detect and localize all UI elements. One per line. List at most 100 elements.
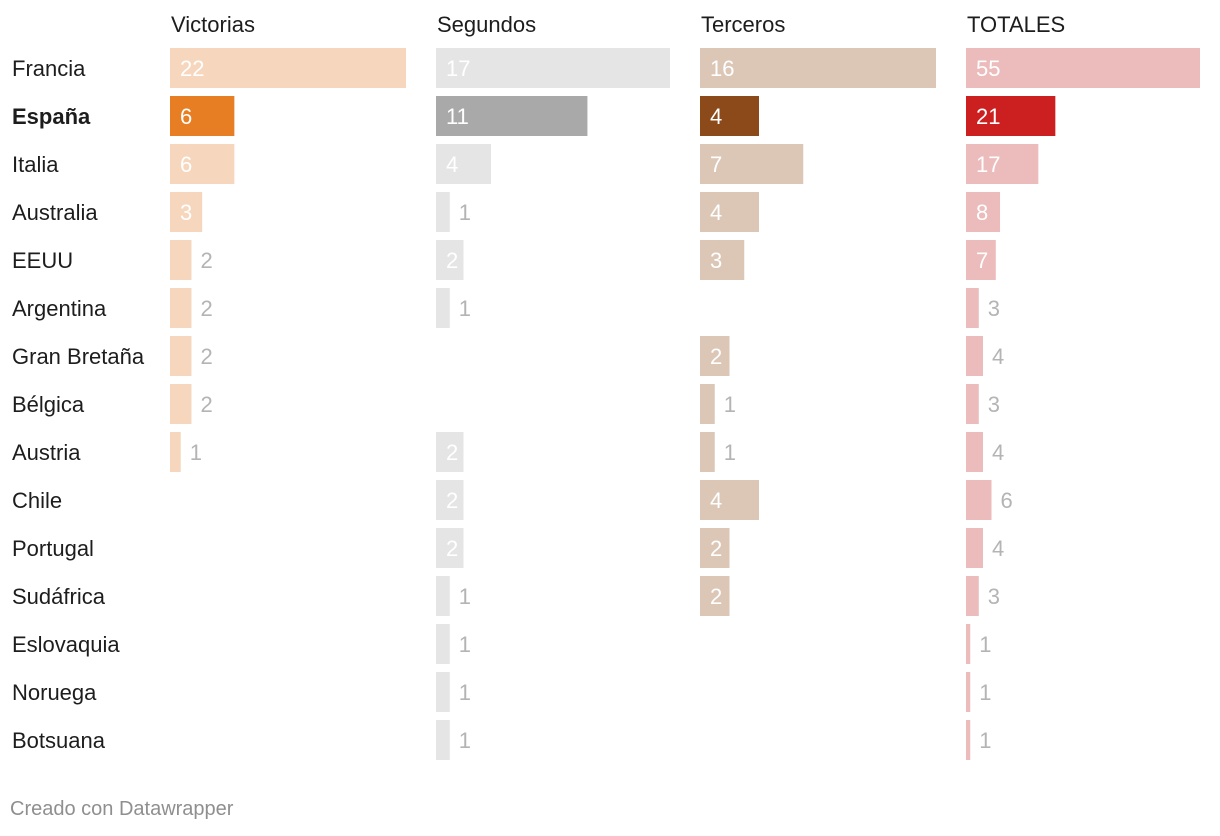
bar-totales-eeuu: [966, 240, 996, 280]
bar-totales-botsuana: [966, 720, 971, 760]
value-label-victorias-italia: 6: [180, 152, 192, 177]
value-label-totales-noruega: 1: [979, 680, 991, 705]
bar-terceros-gran-bretana: [700, 336, 730, 376]
bar-totales-noruega: [966, 672, 971, 712]
column-title-victorias: Victorias: [171, 12, 255, 37]
bar-totales-chile: [966, 480, 992, 520]
row-label-belgica: Bélgica: [12, 392, 85, 417]
column-title-totales: TOTALES: [967, 12, 1065, 37]
bar-totales-australia: [966, 192, 1001, 232]
bar-segundos-eslovaquia: [436, 624, 450, 664]
row-label-australia: Australia: [12, 200, 98, 225]
value-label-terceros-sudafrica: 2: [710, 584, 722, 609]
value-label-terceros-gran-bretana: 2: [710, 344, 722, 369]
value-label-terceros-italia: 7: [710, 152, 722, 177]
value-label-totales-eslovaquia: 1: [979, 632, 991, 657]
row-label-gran-bretana: Gran Bretaña: [12, 344, 145, 369]
row-label-sudafrica: Sudáfrica: [12, 584, 106, 609]
value-label-totales-belgica: 3: [988, 392, 1000, 417]
bar-segundos-noruega: [436, 672, 450, 712]
bar-totales-belgica: [966, 384, 979, 424]
bar-victorias-austria: [170, 432, 181, 472]
value-label-victorias-gran-bretana: 2: [200, 344, 212, 369]
bar-terceros-australia: [700, 192, 759, 232]
value-label-segundos-argentina: 1: [459, 296, 471, 321]
bar-terceros-austria: [700, 432, 715, 472]
bar-segundos-argentina: [436, 288, 450, 328]
value-label-totales-francia: 55: [976, 56, 1000, 81]
bar-victorias-espana: [170, 96, 235, 136]
value-label-segundos-eslovaquia: 1: [459, 632, 471, 657]
value-label-terceros-australia: 4: [710, 200, 722, 225]
row-label-francia: Francia: [12, 56, 86, 81]
bar-totales-austria: [966, 432, 984, 472]
value-label-terceros-eeuu: 3: [710, 248, 722, 273]
bar-totales-portugal: [966, 528, 984, 568]
value-label-segundos-espana: 11: [446, 104, 469, 129]
row-label-noruega: Noruega: [12, 680, 97, 705]
value-label-segundos-eeuu: 2: [446, 248, 458, 273]
row-label-eeuu: EEUU: [12, 248, 73, 273]
value-label-totales-gran-bretana: 4: [992, 344, 1004, 369]
bar-totales-eslovaquia: [966, 624, 971, 664]
bar-terceros-francia: [700, 48, 936, 88]
bar-terceros-eeuu: [700, 240, 745, 280]
bar-segundos-australia: [436, 192, 450, 232]
row-label-botsuana: Botsuana: [12, 728, 106, 753]
value-label-totales-portugal: 4: [992, 536, 1004, 561]
value-label-terceros-austria: 1: [724, 440, 736, 465]
row-label-austria: Austria: [12, 440, 81, 465]
value-label-totales-eeuu: 7: [976, 248, 988, 273]
row-label-espana: España: [12, 104, 91, 129]
bar-terceros-italia: [700, 144, 804, 184]
row-label-italia: Italia: [12, 152, 59, 177]
row-label-chile: Chile: [12, 488, 62, 513]
bar-segundos-espana: [436, 96, 588, 136]
bar-segundos-eeuu: [436, 240, 464, 280]
value-label-totales-sudafrica: 3: [988, 584, 1000, 609]
value-label-victorias-australia: 3: [180, 200, 192, 225]
bar-segundos-sudafrica: [436, 576, 450, 616]
value-label-totales-chile: 6: [1001, 488, 1013, 513]
bar-segundos-botsuana: [436, 720, 450, 760]
value-label-victorias-argentina: 2: [200, 296, 212, 321]
value-label-victorias-eeuu: 2: [200, 248, 212, 273]
bar-terceros-belgica: [700, 384, 715, 424]
bar-segundos-austria: [436, 432, 464, 472]
bar-totales-italia: [966, 144, 1039, 184]
value-label-totales-italia: 17: [976, 152, 1000, 177]
value-label-victorias-francia: 22: [180, 56, 204, 81]
value-label-terceros-belgica: 1: [724, 392, 736, 417]
value-label-segundos-chile: 2: [446, 488, 458, 513]
bar-chart: Victorias Segundos Terceros TOTALES Francia E…: [12, 12, 1200, 760]
value-label-segundos-francia: 17: [446, 56, 470, 81]
bar-segundos-portugal: [436, 528, 464, 568]
bar-segundos-italia: [436, 144, 492, 184]
value-label-segundos-noruega: 1: [459, 680, 471, 705]
bar-terceros-sudafrica: [700, 576, 730, 616]
value-label-terceros-portugal: 2: [710, 536, 722, 561]
bar-terceros-chile: [700, 480, 759, 520]
bar-victorias-belgica: [170, 384, 192, 424]
value-label-segundos-sudafrica: 1: [459, 584, 471, 609]
value-label-totales-austria: 4: [992, 440, 1004, 465]
value-label-segundos-italia: 4: [446, 152, 458, 177]
column-title-segundos: Segundos: [437, 12, 536, 37]
bar-victorias-italia: [170, 144, 235, 184]
value-label-victorias-espana: 6: [180, 104, 192, 129]
value-label-totales-botsuana: 1: [979, 728, 991, 753]
value-label-segundos-botsuana: 1: [459, 728, 471, 753]
row-label-eslovaquia: Eslovaquia: [12, 632, 120, 657]
bar-segundos-francia: [436, 48, 670, 88]
value-label-terceros-chile: 4: [710, 488, 722, 513]
value-label-totales-espana: 21: [976, 104, 1000, 129]
bar-victorias-eeuu: [170, 240, 192, 280]
footer-credit: Creado con Datawrapper: [10, 798, 234, 820]
column-title-terceros: Terceros: [701, 12, 785, 37]
bar-victorias-argentina: [170, 288, 192, 328]
bar-segundos-chile: [436, 480, 464, 520]
value-label-segundos-australia: 1: [459, 200, 471, 225]
row-label-argentina: Argentina: [12, 296, 107, 321]
row-label-portugal: Portugal: [12, 536, 94, 561]
bar-terceros-portugal: [700, 528, 730, 568]
